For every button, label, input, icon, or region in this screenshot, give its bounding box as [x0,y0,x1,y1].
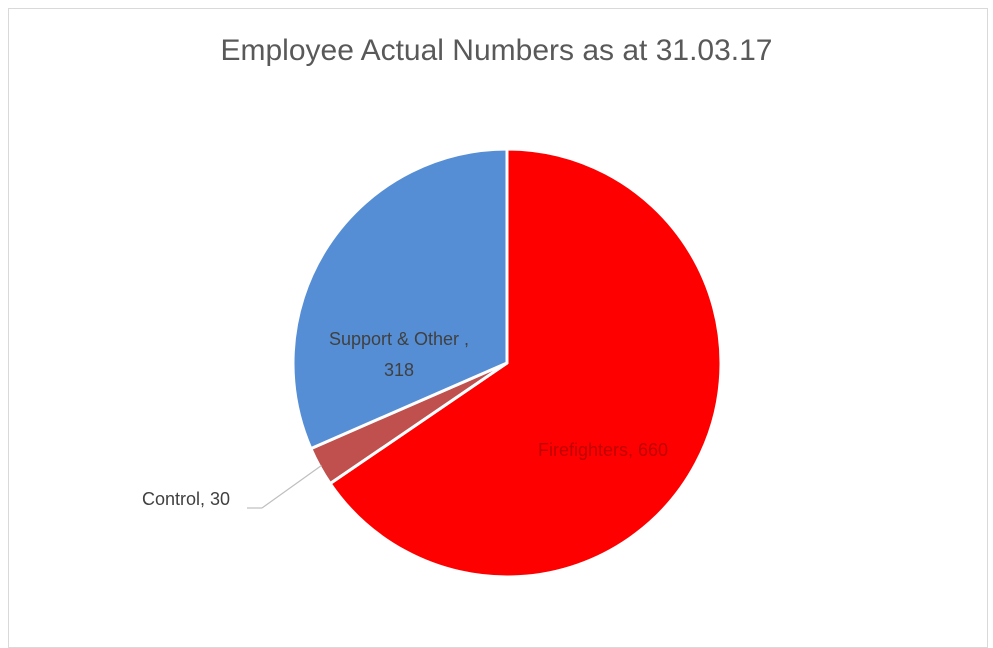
slice-label-support-other-line1: Support & Other , [329,329,469,349]
slice-label-firefighters: Firefighters, 660 [538,440,668,460]
control-leader-line [261,465,322,509]
slice-label-support-other-line2: 318 [384,360,414,380]
slice-label-control: Control, 30 [142,489,230,509]
chart-title: Employee Actual Numbers as at 31.03.17 [220,34,773,67]
pie-slice-support-other [291,147,509,451]
pie-slice-firefighters [328,147,723,579]
